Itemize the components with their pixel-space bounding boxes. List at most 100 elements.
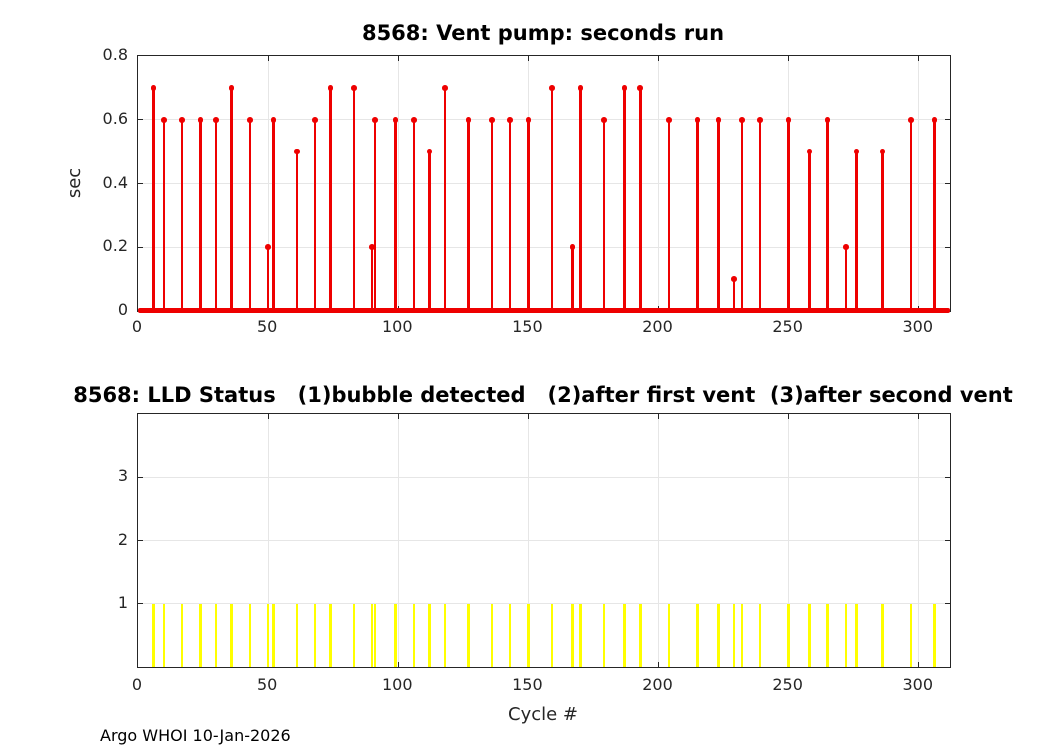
stem	[808, 151, 811, 311]
stem-marker	[372, 116, 378, 123]
stem-marker	[392, 116, 399, 123]
tick-mark	[918, 414, 920, 419]
tick-mark	[397, 56, 399, 61]
stem-marker	[637, 85, 644, 91]
stem	[370, 247, 374, 311]
y-tick-label: 0.4	[102, 172, 128, 192]
tick-mark	[267, 414, 269, 419]
status-bar	[527, 603, 530, 667]
tick-mark	[945, 183, 950, 184]
status-bar	[373, 603, 377, 667]
stem-marker	[931, 116, 938, 123]
stem-marker	[411, 116, 417, 123]
tick-mark	[945, 603, 950, 605]
tick-mark	[945, 246, 950, 248]
y-tick-label: 0	[117, 300, 128, 320]
stem	[855, 151, 858, 311]
status-bar	[329, 603, 332, 667]
status-bar	[740, 603, 744, 667]
stem	[623, 87, 626, 311]
status-bar	[909, 603, 913, 667]
status-bar	[758, 603, 762, 667]
stem	[373, 119, 377, 311]
vent-pump-plot-area	[137, 55, 951, 313]
tick-mark	[138, 540, 143, 541]
stem-marker	[265, 244, 271, 251]
stem	[696, 119, 699, 311]
stem	[881, 151, 884, 311]
stem	[826, 119, 829, 311]
status-bar	[214, 603, 218, 667]
status-bar	[571, 603, 574, 667]
x-tick-label: 250	[772, 675, 803, 694]
stem-marker	[824, 116, 831, 123]
stem	[266, 247, 270, 311]
status-bar	[855, 603, 858, 667]
status-bar	[313, 603, 317, 667]
status-bar	[550, 603, 554, 667]
stem-marker	[525, 116, 532, 123]
stem-marker	[150, 85, 157, 91]
stem	[933, 119, 936, 311]
stem	[740, 119, 744, 311]
status-bar	[272, 603, 275, 667]
status-bar	[394, 603, 397, 667]
tick-mark	[138, 476, 143, 478]
stem-marker	[489, 116, 495, 123]
stem-marker	[442, 85, 448, 91]
stem	[230, 87, 233, 311]
status-bar	[808, 603, 811, 667]
lld-status-plot-area	[137, 413, 951, 668]
stem-marker	[879, 148, 886, 155]
x-tick-label: 150	[512, 317, 543, 336]
stem	[527, 119, 530, 311]
x-tick-label: 100	[381, 675, 413, 694]
status-bar	[717, 603, 720, 667]
stem	[443, 87, 447, 311]
stem	[550, 87, 554, 311]
stem-marker	[293, 148, 300, 155]
stem	[295, 151, 298, 311]
tick-mark	[945, 540, 950, 541]
status-bar	[933, 603, 936, 667]
status-bar	[826, 603, 829, 667]
status-bar	[295, 603, 298, 667]
stem-marker	[806, 148, 813, 155]
stem-marker	[853, 148, 860, 155]
x-tick-label: 250	[772, 317, 803, 336]
stem-marker	[507, 116, 513, 123]
stem	[579, 87, 582, 311]
y-tick-label: 3	[117, 466, 128, 486]
x-tick-label: 200	[642, 675, 673, 694]
stem-marker	[426, 148, 433, 155]
grid-line-horizontal	[138, 476, 950, 478]
status-bar	[732, 603, 736, 667]
stem	[508, 119, 512, 311]
stem	[667, 119, 671, 311]
y-tick-label: 0.8	[102, 45, 128, 65]
tick-mark	[658, 662, 659, 667]
stem-marker	[621, 85, 628, 91]
stem	[844, 247, 848, 311]
tick-mark	[138, 183, 143, 184]
stem-marker	[351, 85, 357, 91]
stem	[329, 87, 332, 311]
stem-marker	[908, 116, 914, 123]
x-tick-label: 100	[381, 317, 413, 336]
status-bar	[428, 603, 431, 667]
grid-line-horizontal	[138, 119, 950, 121]
stem	[248, 119, 252, 311]
status-bar	[230, 603, 233, 667]
grid-line-horizontal	[138, 540, 950, 541]
status-bar	[352, 603, 356, 667]
status-bar	[248, 603, 252, 667]
x-tick-label: 200	[642, 317, 673, 336]
status-bar	[602, 603, 606, 667]
x-tick-label: 0	[131, 317, 143, 336]
grid-line-horizontal	[138, 246, 950, 248]
status-bar	[443, 603, 447, 667]
stem	[352, 87, 356, 311]
tick-mark	[527, 414, 529, 419]
stem-marker	[843, 244, 849, 251]
stem	[162, 119, 166, 311]
